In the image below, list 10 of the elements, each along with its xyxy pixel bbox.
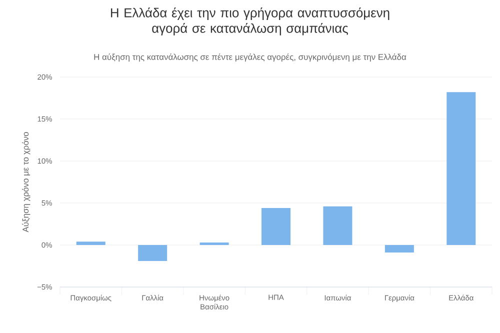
bar <box>323 206 352 245</box>
bar <box>384 245 414 253</box>
bar <box>446 92 476 245</box>
chart-title: Η Ελλάδα έχει την πιο γρήγορα αναπτυσσόμενη αγορά σε κατανάλωση σαμπάνιας <box>110 8 390 36</box>
y-axis-title: Αύξηση χρόνο με το χρόνο <box>22 132 30 232</box>
bar <box>76 242 106 245</box>
bar <box>262 208 291 245</box>
bar <box>138 245 168 261</box>
chart-subtitle: Η αύξηση της κατανάλωσης σε πέντε μεγάλες αγορές, συγκρινόμενη με την Ελλάδα <box>94 54 406 62</box>
bar <box>200 242 229 245</box>
